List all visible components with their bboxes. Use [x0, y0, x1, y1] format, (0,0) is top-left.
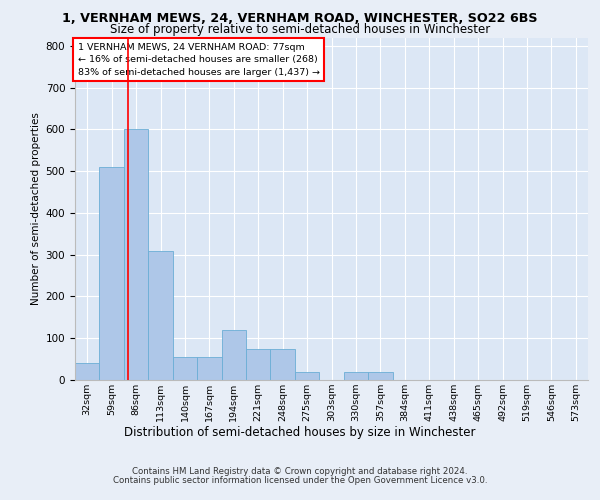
Bar [246, 348, 271, 380]
Bar [344, 372, 368, 380]
Text: Contains public sector information licensed under the Open Government Licence v3: Contains public sector information licen… [113, 476, 487, 485]
Bar [100, 167, 124, 380]
Text: Distribution of semi-detached houses by size in Winchester: Distribution of semi-detached houses by … [124, 426, 476, 439]
Text: 1, VERNHAM MEWS, 24, VERNHAM ROAD, WINCHESTER, SO22 6BS: 1, VERNHAM MEWS, 24, VERNHAM ROAD, WINCH… [62, 12, 538, 24]
Y-axis label: Number of semi-detached properties: Number of semi-detached properties [31, 112, 41, 305]
Bar [173, 357, 197, 380]
Text: 1 VERNHAM MEWS, 24 VERNHAM ROAD: 77sqm
← 16% of semi-detached houses are smaller: 1 VERNHAM MEWS, 24 VERNHAM ROAD: 77sqm ←… [77, 42, 320, 76]
Bar [197, 357, 221, 380]
Bar [271, 348, 295, 380]
Bar [124, 130, 148, 380]
Bar [221, 330, 246, 380]
Bar [75, 364, 100, 380]
Bar [295, 372, 319, 380]
Bar [148, 250, 173, 380]
Text: Size of property relative to semi-detached houses in Winchester: Size of property relative to semi-detach… [110, 22, 490, 36]
Bar [368, 372, 392, 380]
Text: Contains HM Land Registry data © Crown copyright and database right 2024.: Contains HM Land Registry data © Crown c… [132, 467, 468, 476]
